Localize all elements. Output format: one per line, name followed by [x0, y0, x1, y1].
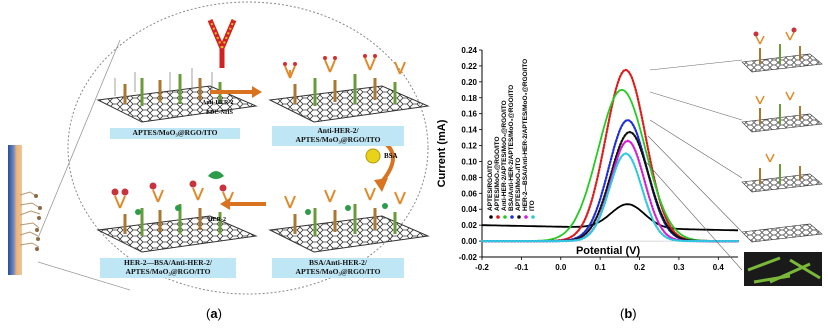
arrow-label-her2: HER-2 [208, 217, 226, 223]
label-step-4-line2: APTES/MoO₃@RGO/ITO [125, 267, 211, 276]
stack-item-1 [741, 27, 823, 73]
panel-b-caption: (b) [620, 306, 637, 321]
legend-entry-3: BSA/Anti-HER-2/APTES/MoO₃@RGO/ITO [508, 85, 515, 211]
legend-marker-4 [517, 215, 521, 219]
x-tick-label: -0.2 [475, 263, 489, 272]
legend-marker-3 [510, 215, 514, 219]
sheet-1 [96, 68, 258, 123]
arrow-step-2 [374, 138, 395, 192]
stack-item-4 [741, 223, 823, 243]
connector-lines [645, 59, 743, 271]
her2-glyph [208, 171, 224, 179]
label-step-3-line1: BSA/Anti-HER-2/ [309, 258, 367, 267]
y-tick-label: 0.12 [461, 142, 477, 151]
x-tick-label: 0.4 [713, 263, 725, 272]
panel-a: APTES/MoO₃@RGO/ITO Anti-HER-2/ APTES/MoO… [8, 1, 430, 321]
y-tick-label: 0.24 [461, 46, 477, 55]
label-step-2: Anti-HER-2/ APTES/MoO₃@RGO/ITO [272, 126, 404, 146]
legend-marker-2 [503, 215, 507, 219]
label-step-4-line1: HER-2—BSA/Anti-HER-2/ [124, 258, 212, 267]
series-line-0 [482, 203, 738, 232]
label-step-2-line2: APTES/MoO₃@RGO/ITO [295, 135, 381, 144]
x-axis-label: Potential (V) [576, 245, 641, 257]
sheet-3 [268, 187, 430, 253]
x-tick-label: 0.1 [595, 263, 607, 272]
sheet-4 [96, 180, 258, 253]
legend-marker-0 [489, 215, 493, 219]
legend-marker-6 [531, 215, 535, 219]
series-line-6 [480, 152, 740, 243]
arrow-label-bsa: BSA [384, 152, 398, 160]
stack-item-2 [741, 91, 823, 133]
stack-item-5 [744, 252, 822, 286]
y-tick-label: 0.08 [461, 173, 477, 182]
panel-b: -0.02 0.00 0.02 0.04 0.06 0.08 0.10 0.12 0.14 0.1… [430, 0, 828, 328]
y-tick-label: 0.04 [461, 205, 477, 214]
arrow-label-anti-her2: Anti-HER-2 [202, 100, 234, 106]
legend-marker-1 [496, 215, 500, 219]
zoom-lines [37, 1, 429, 295]
stack-item-3 [741, 153, 823, 193]
y-tick-label: -0.02 [459, 253, 478, 262]
legend-entry-5: HER-2—BSA/Anti-HER-2/APTES/MoO₃@RGO/ITO [522, 59, 529, 211]
x-tick-label: 0.3 [673, 263, 685, 272]
legend-entry-1: APTES/MoO₃@RGO/ITO [494, 136, 501, 211]
y-axis-label: Current (mA) [436, 119, 448, 187]
y-tick-label: 0.18 [461, 94, 477, 103]
legend-entry-6: ITO [529, 200, 536, 211]
legend-entry-4: APTES/MoO₃/ITO [515, 158, 522, 211]
ito-electrode [8, 145, 22, 275]
panel-a-caption: (a) [206, 306, 222, 321]
arrow-step-3 [220, 198, 266, 210]
x-tick-label: 0.2 [634, 263, 646, 272]
label-step-3: BSA/Anti-HER-2/ APTES/MoO₃@RGO/ITO [272, 258, 404, 278]
legend-entry-0: APTES/RGO/ITO [487, 160, 494, 211]
assembly-schematic [96, 19, 430, 253]
y-tick-label: 0.20 [461, 78, 477, 87]
panel-a-letter: a [210, 306, 218, 321]
x-tick-label: -0.1 [514, 263, 528, 272]
arrow-label-edc-nhs: EDC-NHS [206, 110, 234, 116]
label-step-2-line1: Anti-HER-2/ [317, 126, 359, 135]
panel-b-letter: b [624, 306, 633, 321]
label-step-1: APTES/MoO₃@RGO/ITO [110, 128, 240, 139]
layer-stack-icons [741, 27, 823, 286]
legend-marker-5 [524, 215, 528, 219]
y-tick-label: 0.00 [461, 237, 477, 246]
y-tick-label: 0.06 [461, 189, 477, 198]
y-tick-label: 0.14 [461, 126, 477, 135]
electrode-surface-detail [19, 191, 42, 251]
legend-entry-2: Anti-HER-2/APTES/MoO₃@RGO/ITO [501, 100, 508, 211]
y-tick-label: 0.02 [461, 221, 477, 230]
dpv-chart: -0.02 0.00 0.02 0.04 0.06 0.08 0.10 0.12 0.14 0.1… [436, 46, 740, 272]
arrow-step-1 [210, 86, 262, 98]
bsa-sphere [365, 148, 381, 164]
sheet-2 [268, 54, 430, 123]
y-tick-label: 0.22 [461, 62, 477, 71]
y-tick-label: 0.16 [461, 110, 477, 119]
antibody-graphic [207, 19, 237, 68]
y-tick-label: 0.10 [461, 157, 477, 166]
label-step-3-line2: APTES/MoO₃@RGO/ITO [295, 267, 381, 276]
x-tick-label: 0.0 [555, 263, 567, 272]
label-step-4: HER-2—BSA/Anti-HER-2/ APTES/MoO₃@RGO/ITO [100, 258, 236, 278]
